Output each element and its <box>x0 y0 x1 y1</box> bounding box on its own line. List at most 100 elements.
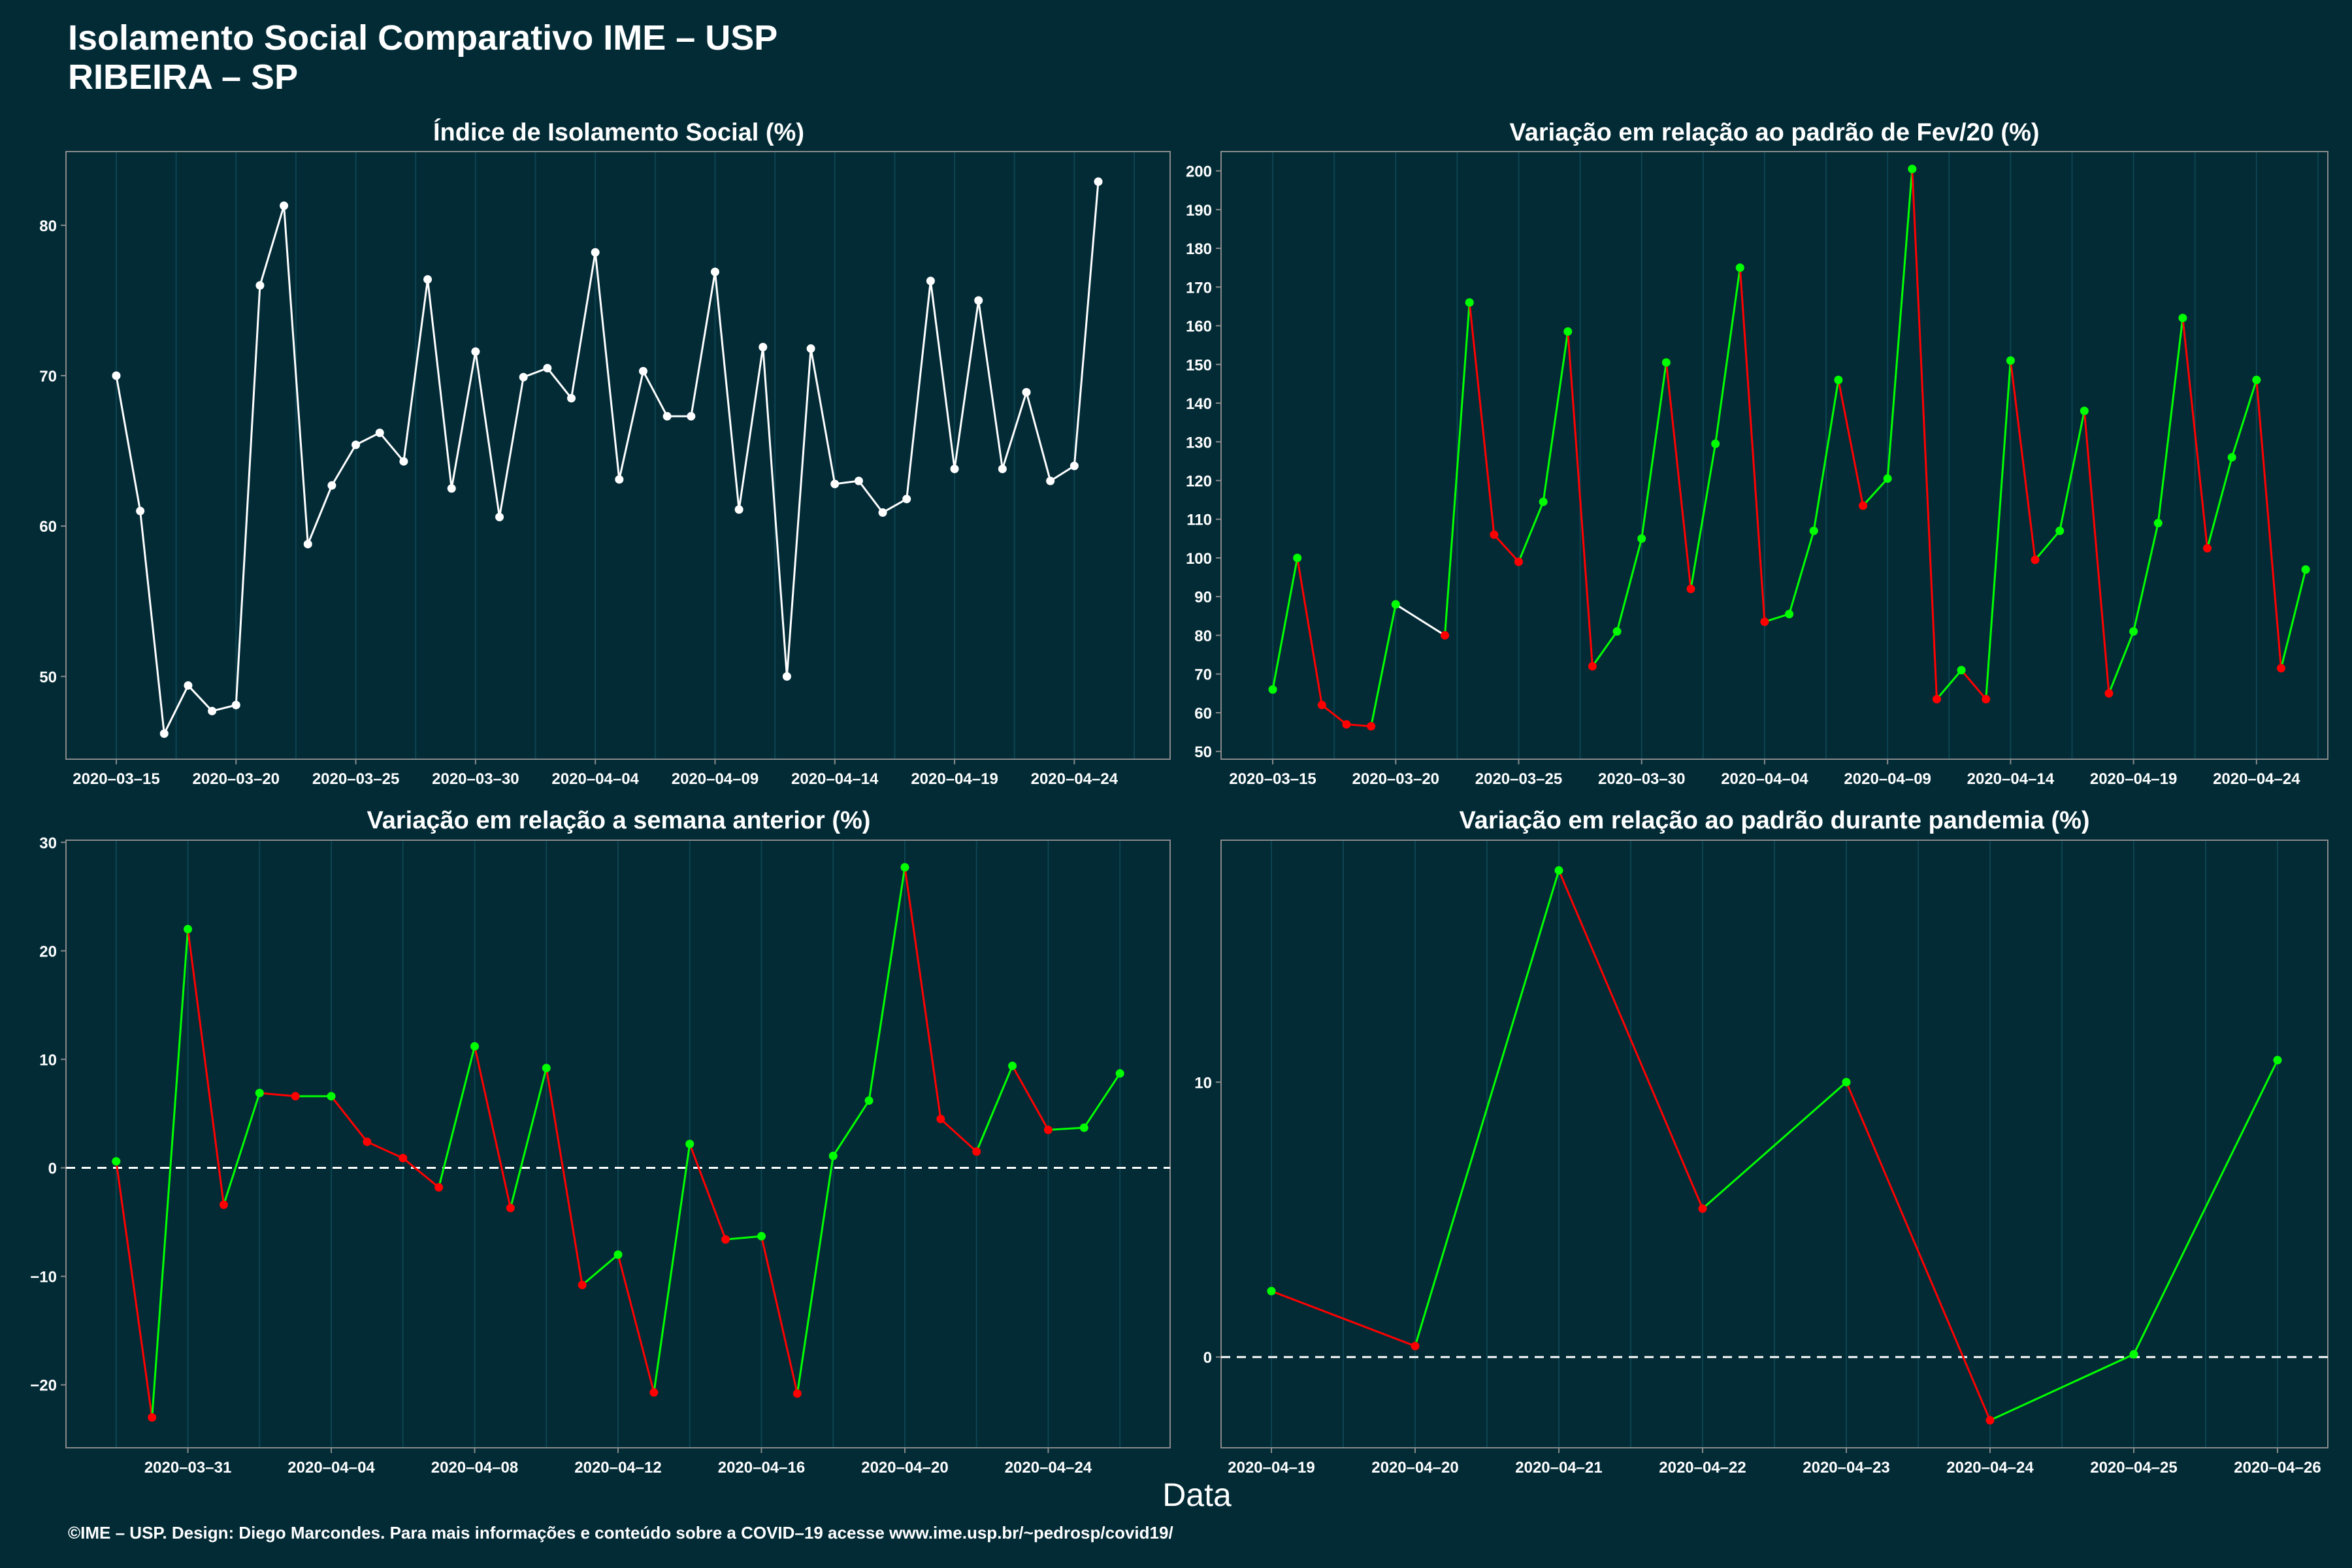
x-tick-label: 2020–04–24 <box>1005 1459 1092 1477</box>
data-point <box>1514 557 1523 566</box>
data-point <box>782 672 791 681</box>
data-point <box>567 394 576 403</box>
x-tick-label: 2020–04–26 <box>2234 1459 2321 1477</box>
series-segment <box>1960 669 1987 700</box>
x-tick-label: 2020–04–04 <box>551 770 639 788</box>
data-point <box>255 281 265 290</box>
series-segment <box>259 205 286 286</box>
series-segment <box>939 1118 977 1152</box>
y-tick-label: −20 <box>30 1377 57 1395</box>
data-point <box>184 924 193 934</box>
data-point <box>1735 263 1744 272</box>
series-segment <box>1271 1290 1416 1347</box>
footer-credit: ©IME – USP. Design: Diego Marcondes. Par… <box>68 1523 1173 1543</box>
series-segment <box>1558 870 1704 1209</box>
series-segment <box>1985 360 2012 700</box>
x-tick-label: 2020–04–14 <box>1967 770 2055 788</box>
data-point <box>1785 610 1794 619</box>
series-segment <box>809 348 836 484</box>
x-tick-label: 2020–04–04 <box>287 1459 375 1477</box>
series-segment <box>2108 630 2135 694</box>
series-segment <box>953 300 980 469</box>
data-point <box>1008 1061 1017 1070</box>
series-segment <box>1845 1081 1991 1421</box>
figure-title-line1: Isolamento Social Comparativo IME – USP <box>68 18 777 57</box>
panel-3-title: Variação em relação a semana anterior (%… <box>367 807 871 834</box>
series-segment <box>832 1100 870 1157</box>
series-segment <box>738 347 764 510</box>
series-segment <box>2255 380 2282 668</box>
series-segment <box>1025 391 1052 482</box>
series-segment <box>1812 380 1840 531</box>
data-point <box>1809 527 1818 536</box>
data-point <box>363 1137 372 1147</box>
data-point <box>613 1250 623 1259</box>
series-segment <box>1048 1126 1085 1131</box>
data-point <box>1698 1204 1707 1213</box>
panel-4-title: Variação em relação ao padrão durante pa… <box>1459 807 2089 834</box>
series-segment <box>581 1254 619 1286</box>
x-tick-label: 2020–03–30 <box>1598 770 1685 788</box>
series-segment <box>929 280 956 469</box>
series-segment <box>474 1046 512 1209</box>
data-point <box>471 347 480 356</box>
series-segment <box>2206 457 2233 549</box>
series-segment <box>2034 530 2061 561</box>
series-segment <box>367 1141 404 1159</box>
data-point <box>1022 387 1031 397</box>
data-point <box>542 1064 551 1073</box>
data-point <box>2006 356 2015 365</box>
series-segment <box>2083 410 2110 694</box>
series-segment <box>1690 443 1717 589</box>
x-tick-label: 2020–04–14 <box>791 770 879 788</box>
data-point <box>519 372 528 382</box>
series-segment <box>1321 704 1347 725</box>
x-tick-label: 2020–03–20 <box>1352 770 1439 788</box>
series-segment <box>1011 1065 1049 1131</box>
series-segment <box>1001 391 1028 470</box>
data-point <box>2301 565 2310 574</box>
series-segment <box>2132 1059 2279 1355</box>
data-point <box>2080 406 2089 416</box>
data-point <box>1094 177 1103 186</box>
series-segment <box>1444 302 1471 636</box>
data-point <box>649 1388 659 1397</box>
series-segment <box>283 205 309 544</box>
series-segment <box>1049 465 1075 482</box>
data-point <box>280 201 289 210</box>
data-point <box>327 481 336 490</box>
data-point <box>1267 1286 1276 1296</box>
data-point <box>1293 553 1302 563</box>
data-point <box>136 506 145 515</box>
data-point <box>1957 666 1966 675</box>
y-tick-label: 50 <box>1194 743 1212 761</box>
data-point <box>255 1088 264 1098</box>
x-tick-label: 2020–03–30 <box>432 770 519 788</box>
series-segment <box>785 348 812 677</box>
data-point <box>972 1147 981 1156</box>
panel-4: 0 10 2020–04–19 2020–04–20 2020–04–21 2020–04… <box>1194 840 2328 1477</box>
figure-title-line2: RIBEIRA – SP <box>68 57 298 97</box>
series-segment <box>725 1235 762 1241</box>
data-point <box>2273 1056 2282 1065</box>
series-segment <box>1468 302 1495 535</box>
data-point <box>1317 700 1326 710</box>
y-tick-label: 20 <box>39 943 57 960</box>
data-point <box>828 1151 838 1160</box>
series-segment <box>858 480 884 514</box>
data-point <box>1367 722 1376 731</box>
data-point <box>434 1183 444 1192</box>
data-point <box>1982 694 1991 704</box>
y-tick-label: 200 <box>1186 163 1212 181</box>
series-segment <box>868 867 906 1101</box>
data-point <box>830 480 840 489</box>
x-tick-label: 2020–03–25 <box>312 770 399 788</box>
x-tick-label: 2020–04–08 <box>431 1459 518 1477</box>
data-point <box>1115 1069 1124 1078</box>
y-tick-label: 100 <box>1186 550 1212 568</box>
series-segment <box>689 1143 727 1240</box>
data-point <box>1883 474 1892 483</box>
data-point <box>1711 439 1720 448</box>
panel-1: 50 60 70 80 2020–03–15 2020–03–20 2020–03–25 20… <box>39 151 1171 788</box>
data-point <box>399 457 408 466</box>
